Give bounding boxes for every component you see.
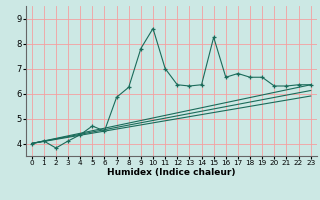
X-axis label: Humidex (Indice chaleur): Humidex (Indice chaleur) <box>107 168 236 177</box>
